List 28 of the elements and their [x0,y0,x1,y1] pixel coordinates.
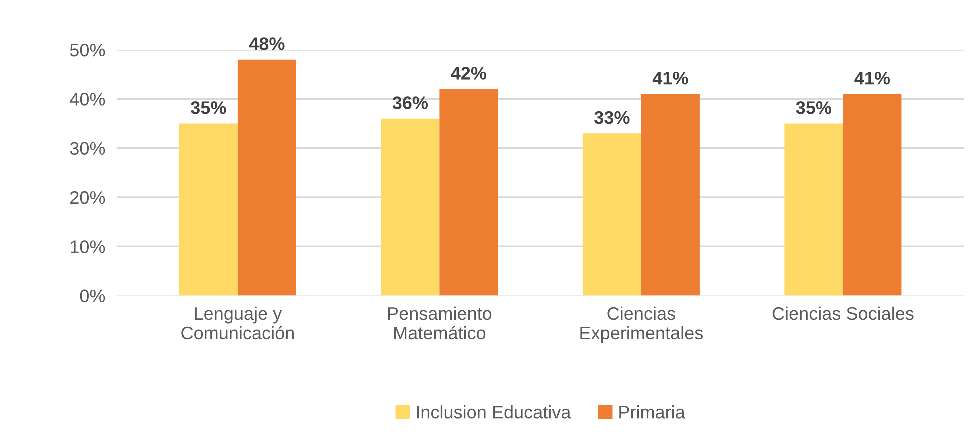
bar [843,94,902,296]
bar [784,124,844,296]
x-tick-label: Ciencias Sociales [772,306,914,320]
bar [582,134,642,296]
data-label: 35% [191,102,226,114]
data-label: 33% [594,111,630,124]
legend-label: Primaria [620,406,686,419]
data-label: 35% [796,102,832,114]
legend-label: Inclusion Educativa [417,406,572,419]
y-tick-label: 10% [71,240,106,254]
bar [179,124,238,296]
y-tick-label: 20% [70,191,106,204]
bar [641,94,700,296]
y-tick-label: 40% [70,93,106,106]
bar [381,118,440,296]
data-label: 36% [392,96,428,110]
x-tick-label: Pensamiento Matemático [388,306,492,340]
y-tick-label: 50% [70,44,106,57]
data-label: 41% [652,72,688,85]
x-tick-label: Lenguaje y Comunicación [182,306,294,340]
x-tick-label: Ciencias Experimentales [580,306,704,344]
y-tick-label: 30% [70,142,106,156]
data-label: 42% [451,67,487,80]
data-label: 41% [854,72,890,85]
y-tick-label: 0% [80,290,106,303]
bar [238,60,296,296]
data-label: 48% [249,38,285,50]
bar [440,89,498,296]
